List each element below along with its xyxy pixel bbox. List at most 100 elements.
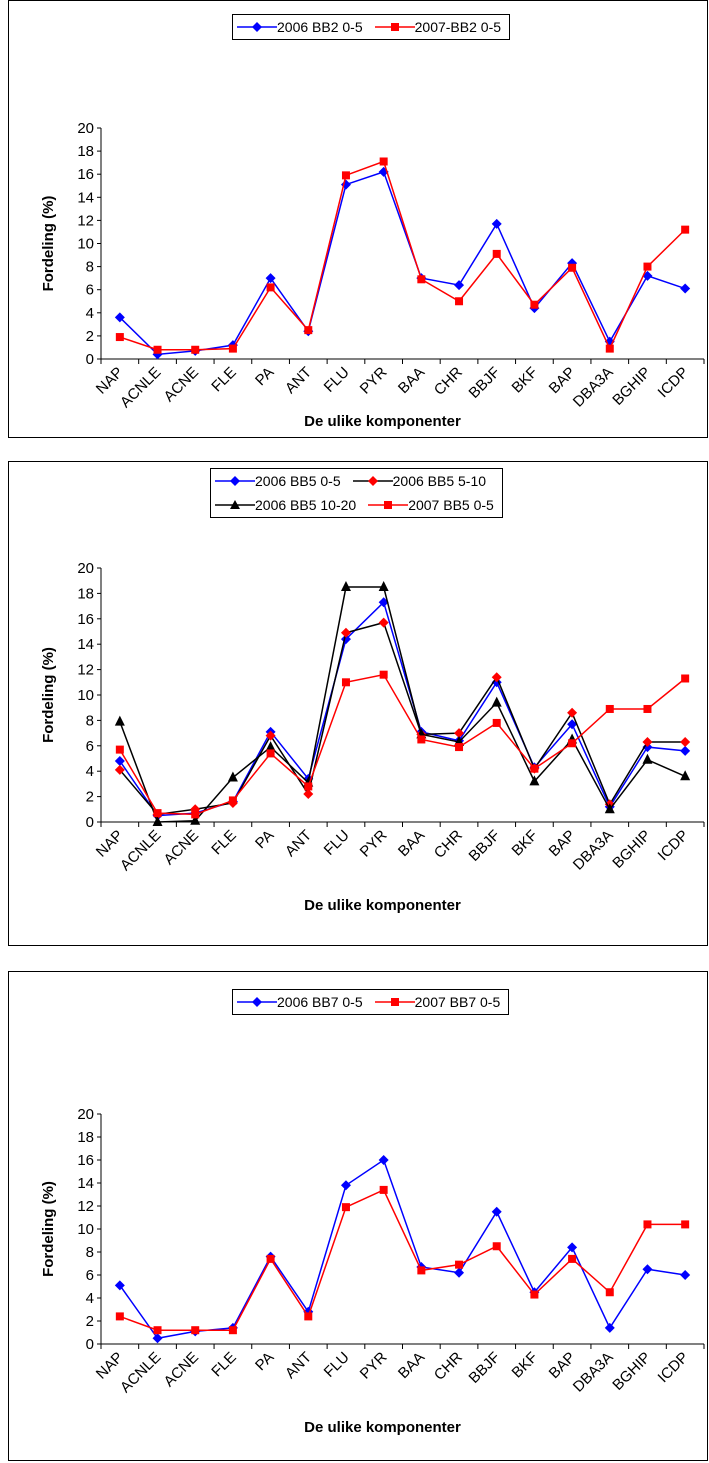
- legend-swatch-square-icon: [374, 23, 415, 31]
- data-point: [605, 344, 614, 353]
- x-tick-label: BAA: [395, 364, 428, 397]
- data-point: [491, 1206, 502, 1217]
- x-tick-label: PA: [252, 827, 277, 852]
- data-point: [304, 326, 313, 335]
- legend-swatch-triangle-icon: [215, 500, 255, 509]
- data-point: [491, 218, 502, 229]
- x-tick-label: FLU: [321, 1349, 353, 1381]
- data-point: [492, 249, 501, 258]
- x-tick-label: CHR: [431, 1349, 466, 1384]
- series-line: [119, 621, 686, 816]
- legend-item: 2006 BB2 0-5: [233, 15, 371, 39]
- data-point: [115, 1312, 124, 1321]
- chart-legend: 2006 BB7 0-5 2007 BB7 0-5: [232, 989, 510, 1015]
- legend-swatch-square-icon: [368, 501, 409, 509]
- data-point: [114, 764, 125, 775]
- x-tick-label: NAP: [93, 1349, 127, 1383]
- legend-item: 2006 BB5 0-5: [211, 469, 349, 493]
- y-tick-label: 12: [77, 1198, 94, 1215]
- y-tick-label: 0: [86, 1336, 94, 1353]
- legend-label: 2007-BB2 0-5: [414, 19, 502, 35]
- y-tick-label: 8: [86, 259, 94, 276]
- y-tick-label: 6: [86, 738, 94, 755]
- legend-item: 2007-BB2 0-5: [371, 15, 509, 39]
- x-tick-label: BGHIP: [609, 1349, 654, 1394]
- legend-swatch-diamond-icon: [237, 997, 277, 1007]
- data-point: [153, 1326, 162, 1335]
- data-point: [266, 749, 275, 758]
- data-point: [152, 816, 163, 826]
- x-tick-label: ICDP: [655, 1349, 692, 1386]
- data-point: [454, 728, 465, 739]
- x-tick-label: BKF: [509, 1349, 542, 1382]
- legend-label: 2006 BB5 5-10: [392, 473, 487, 489]
- x-tick-label: ACNE: [161, 364, 202, 405]
- data-point: [340, 627, 351, 638]
- y-tick-label: 2: [86, 1313, 94, 1330]
- x-tick-label: BBJF: [466, 364, 504, 402]
- x-tick-label: ICDP: [655, 364, 692, 401]
- data-point: [680, 1270, 691, 1280]
- y-tick-label: 20: [77, 120, 94, 137]
- y-axis-title: Fordeling (%): [40, 1181, 57, 1277]
- x-tick-label: BKF: [509, 827, 542, 860]
- data-point: [454, 280, 465, 291]
- legend-label: 2007 BB5 0-5: [408, 497, 494, 513]
- data-point: [265, 741, 276, 752]
- data-point: [530, 1290, 539, 1299]
- y-tick-label: 8: [86, 712, 94, 729]
- data-point: [530, 300, 539, 309]
- data-point: [378, 617, 389, 628]
- data-point: [341, 171, 350, 180]
- data-point: [643, 704, 652, 713]
- data-point: [568, 263, 577, 272]
- y-tick-label: 14: [77, 1175, 94, 1192]
- data-point: [455, 743, 464, 752]
- y-tick-label: 20: [77, 1106, 94, 1123]
- data-point: [379, 157, 388, 166]
- data-point: [378, 581, 389, 592]
- y-tick-label: 12: [77, 662, 94, 679]
- y-tick-label: 4: [86, 763, 94, 780]
- x-tick-label: DBA3A: [570, 827, 617, 874]
- data-point: [115, 333, 124, 342]
- legend-swatch-diamond-icon: [237, 22, 277, 32]
- data-point: [114, 715, 125, 726]
- data-point: [115, 745, 124, 754]
- data-point: [341, 1203, 350, 1212]
- legend-item: 2006 BB5 5-10: [349, 469, 494, 493]
- series-line: [119, 170, 686, 356]
- x-tick-label: BGHIP: [609, 827, 654, 872]
- y-tick-label: 18: [77, 143, 94, 160]
- y-tick-label: 4: [86, 1290, 94, 1307]
- y-tick-label: 6: [86, 282, 94, 299]
- x-tick-label: BAP: [546, 1349, 579, 1382]
- data-point: [304, 1312, 313, 1321]
- x-tick-label: BAP: [546, 827, 579, 860]
- data-point: [266, 283, 275, 292]
- data-point: [304, 782, 313, 791]
- legend-swatch-diamond-icon: [215, 476, 255, 486]
- data-point: [227, 771, 238, 782]
- x-tick-label: ACNE: [161, 827, 202, 868]
- x-tick-label: PYR: [357, 364, 391, 398]
- data-point: [228, 1326, 237, 1335]
- x-tick-label: BBJF: [466, 1349, 504, 1387]
- y-tick-label: 2: [86, 789, 94, 806]
- x-tick-label: NAP: [93, 827, 127, 861]
- data-point: [417, 275, 426, 284]
- legend-label: 2006 BB5 10-20: [255, 497, 357, 513]
- x-tick-label: CHR: [431, 364, 466, 399]
- y-axis-title: Fordeling (%): [40, 196, 57, 292]
- y-tick-label: 20: [77, 560, 94, 577]
- data-point: [114, 1280, 125, 1291]
- legend-swatch-square-icon: [374, 998, 415, 1006]
- x-axis-title: De ulike komponenter: [304, 1419, 461, 1436]
- x-tick-label: BGHIP: [609, 364, 654, 409]
- data-point: [379, 1185, 388, 1194]
- y-axis-title: Fordeling (%): [40, 647, 57, 743]
- data-point: [190, 814, 201, 825]
- chart-panel-bb2: 2006 BB2 0-5 2007-BB2 0-5 0 2 4 6 8 10 12 14 16 1…: [8, 0, 708, 438]
- data-point: [492, 1242, 501, 1251]
- series-line: [119, 586, 686, 823]
